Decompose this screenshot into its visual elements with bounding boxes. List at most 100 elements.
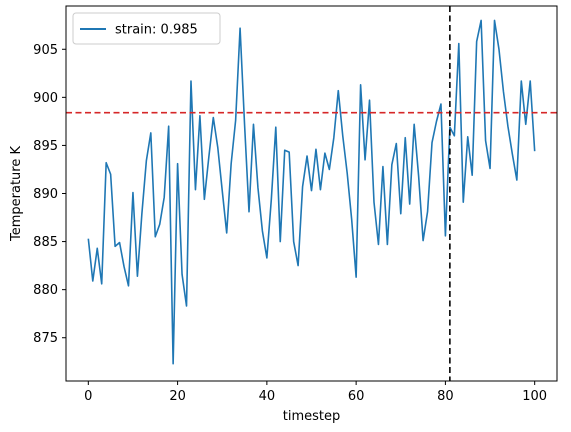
data-point (391, 164, 393, 166)
x-tick-label: 40 (259, 389, 276, 404)
data-point (266, 257, 268, 259)
data-point (418, 175, 420, 177)
x-tick-label: 60 (348, 389, 365, 404)
data-point (208, 156, 210, 158)
data-point (413, 123, 415, 125)
data-point (239, 27, 241, 29)
data-point (150, 132, 152, 134)
series-group (87, 19, 536, 365)
data-point (235, 120, 237, 122)
data-point (92, 280, 94, 282)
data-point (212, 117, 214, 119)
data-point (284, 149, 286, 151)
data-point (453, 135, 455, 137)
data-point (257, 187, 259, 189)
data-point (141, 213, 143, 215)
data-point (244, 123, 246, 125)
x-tick-label: 20 (169, 389, 186, 404)
data-point (248, 211, 250, 213)
data-point (427, 211, 429, 213)
legend-label: strain: 0.985 (115, 23, 198, 38)
series-line-0 (87, 19, 536, 365)
data-point (203, 198, 205, 200)
data-point (154, 236, 156, 238)
data-point (467, 136, 469, 138)
data-point (373, 201, 375, 203)
data-point (355, 276, 357, 278)
data-point (529, 80, 531, 82)
x-tick-label: 80 (437, 389, 454, 404)
data-point (159, 223, 161, 225)
y-axis-label: Temperature K (9, 146, 24, 242)
x-tick-label: 0 (84, 389, 92, 404)
data-point (262, 230, 264, 232)
data-point (288, 151, 290, 153)
data-point (172, 363, 174, 365)
data-point (404, 137, 406, 139)
legend-box (72, 12, 221, 45)
x-axis-label: timestep (283, 409, 341, 424)
data-point (96, 247, 98, 249)
data-point (378, 244, 380, 246)
data-point (137, 275, 139, 277)
data-point (489, 168, 491, 170)
data-point (101, 283, 103, 285)
data-point (226, 232, 228, 234)
data-point (369, 99, 371, 101)
data-point (422, 240, 424, 242)
data-point (324, 152, 326, 154)
data-point (270, 198, 272, 200)
data-point (105, 162, 107, 164)
data-point (114, 245, 116, 247)
data-point (480, 20, 482, 22)
data-point (511, 153, 513, 155)
data-point (476, 41, 478, 43)
data-point (342, 135, 344, 137)
data-point (431, 142, 433, 144)
data-point (119, 242, 121, 244)
y-tick-label: 900 (33, 91, 58, 106)
y-axis: 875 880 885 890 895 900 905 (33, 43, 66, 346)
data-point (534, 150, 536, 152)
y-tick-label: 875 (33, 331, 58, 346)
data-point (440, 103, 442, 105)
data-point (386, 244, 388, 246)
data-point (128, 285, 130, 287)
data-point (302, 186, 304, 188)
data-point (494, 20, 496, 22)
data-point (449, 126, 451, 128)
data-point (328, 169, 330, 171)
data-point (382, 166, 384, 168)
data-point (337, 90, 339, 92)
data-point (195, 189, 197, 191)
data-point (297, 265, 299, 267)
data-point (485, 140, 487, 142)
y-tick-label: 885 (33, 235, 58, 250)
data-point (181, 273, 183, 275)
data-point (516, 179, 518, 181)
data-point (507, 125, 509, 127)
data-point (217, 146, 219, 148)
data-point (462, 201, 464, 203)
data-point (346, 172, 348, 174)
data-point (190, 80, 192, 82)
x-axis: 0 20 40 60 80 100 (84, 381, 547, 404)
y-tick-label: 905 (33, 43, 58, 58)
data-point (320, 189, 322, 191)
data-point (132, 192, 134, 194)
data-point (436, 120, 438, 122)
reference-lines (66, 6, 557, 381)
data-point (498, 48, 500, 50)
data-point (311, 190, 313, 192)
y-tick-label: 890 (33, 187, 58, 202)
data-point (110, 173, 112, 175)
data-point (525, 123, 527, 125)
legend: strain: 0.985 (72, 12, 221, 45)
data-point (293, 241, 295, 243)
data-point (123, 266, 125, 268)
data-point (186, 305, 188, 307)
data-point (409, 203, 411, 205)
data-point (221, 190, 223, 192)
